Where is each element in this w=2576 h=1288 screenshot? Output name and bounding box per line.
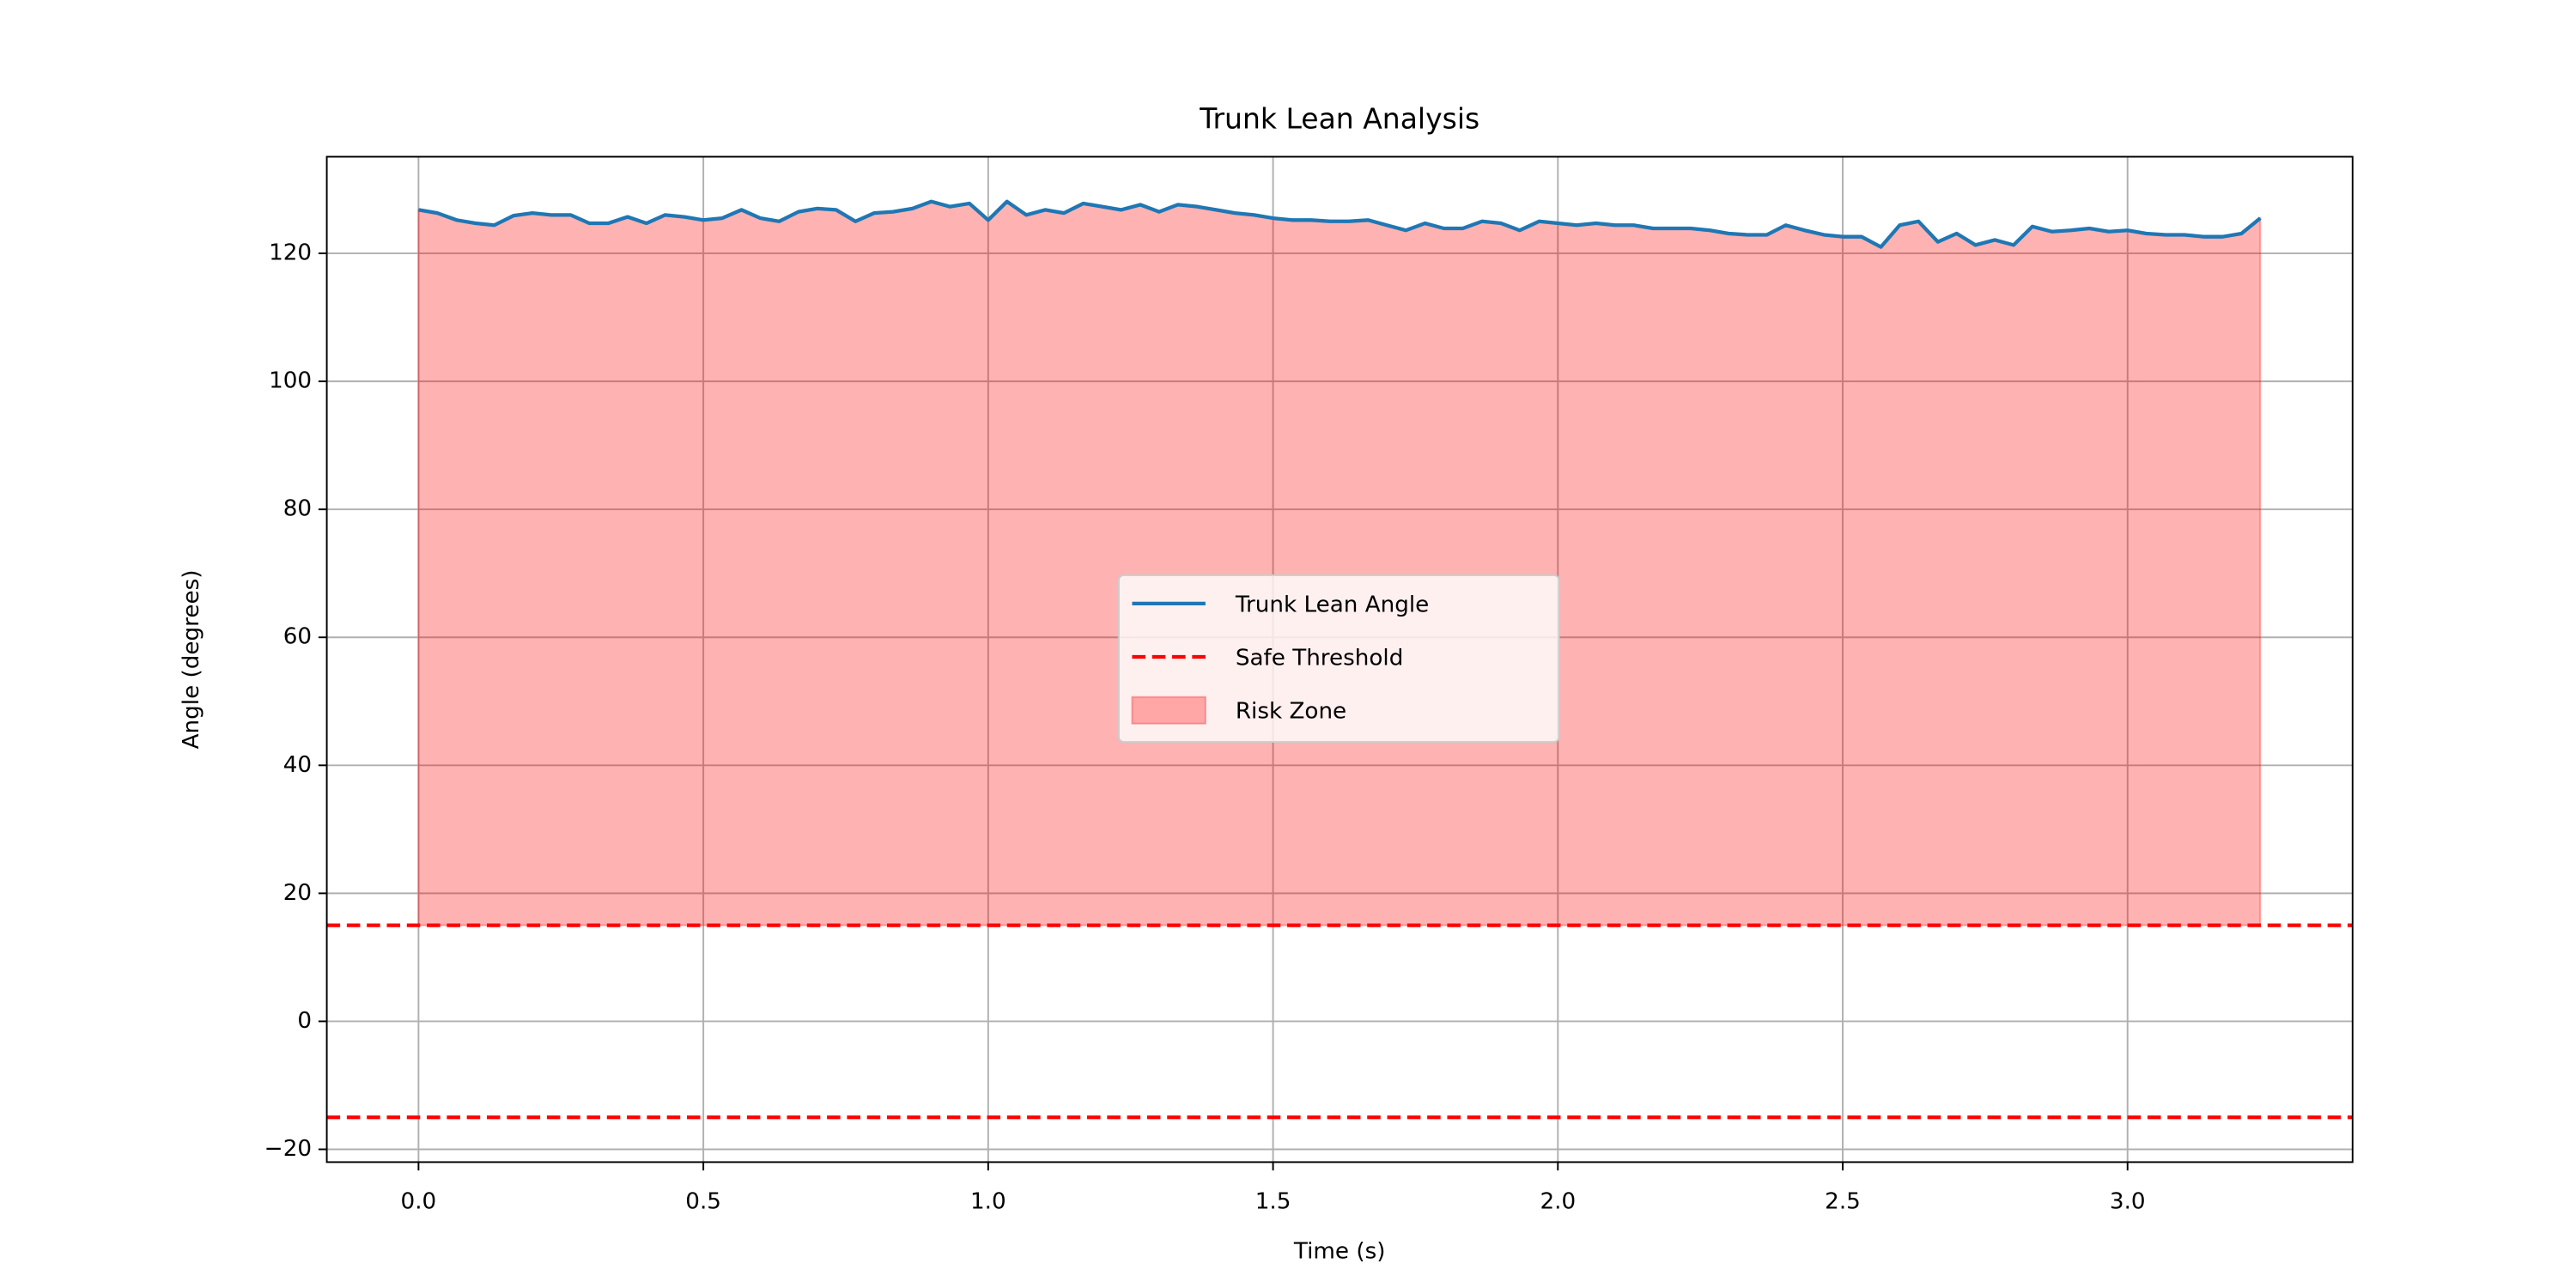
legend-swatch [1131,696,1206,725]
y-tick-label: 40 [283,752,312,778]
legend-label: Safe Threshold [1236,645,1404,671]
x-tick-label: 0.0 [401,1188,437,1214]
legend-label: Trunk Lean Angle [1235,592,1429,617]
y-tick-label: 0 [297,1008,312,1034]
risk-zone [417,200,2262,927]
x-tick-label: 1.0 [970,1188,1006,1214]
x-axis-label: Time (s) [1293,1239,1386,1265]
x-tick-label: 3.0 [2110,1188,2146,1214]
y-tick-label: 60 [283,624,312,650]
x-tick-label: 0.5 [685,1188,721,1214]
y-tick-label: 80 [283,496,312,522]
x-tick-label: 2.5 [1825,1188,1861,1214]
y-tick-label: 20 [283,880,312,906]
legend: Trunk Lean Angle Safe Threshold Risk Zone [1117,574,1560,744]
line-series [418,199,2262,249]
y-tick-label: 100 [269,368,312,394]
x-tick-label: 2.0 [1540,1188,1576,1214]
legend-box [1117,574,1560,744]
y-tick-label: −20 [264,1136,312,1162]
legend-label: Risk Zone [1236,699,1346,725]
y-axis-label: Angle (degrees) [179,570,204,750]
x-tick-label: 1.5 [1255,1188,1291,1214]
plot-frame [325,155,2354,1163]
chart-title: Trunk Lean Analysis [1199,101,1479,135]
y-tick-label: 120 [269,240,312,266]
